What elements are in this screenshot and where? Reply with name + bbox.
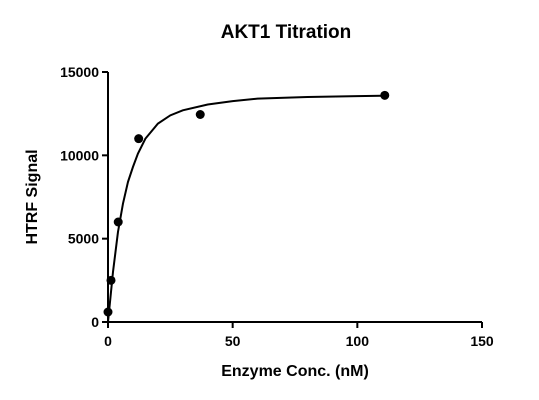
data-point [134,134,144,144]
y-tick-label: 10000 [60,147,99,163]
x-tick-label: 50 [225,333,241,349]
x-axis-title: Enzyme Conc. (nM) [221,363,369,380]
y-tick-label: 5000 [68,231,99,247]
x-tick-label: 150 [470,333,494,349]
chart-title: AKT1 Titration [221,22,352,43]
data-point [380,90,390,100]
fit-curve [107,94,385,323]
data-point [195,110,205,119]
y-tick-label: 15000 [60,64,99,80]
x-tick-label: 0 [104,333,112,349]
y-axis-title: HTRF Signal [24,149,41,244]
x-tick-label: 100 [346,333,370,349]
y-tick-label: 0 [91,314,99,330]
